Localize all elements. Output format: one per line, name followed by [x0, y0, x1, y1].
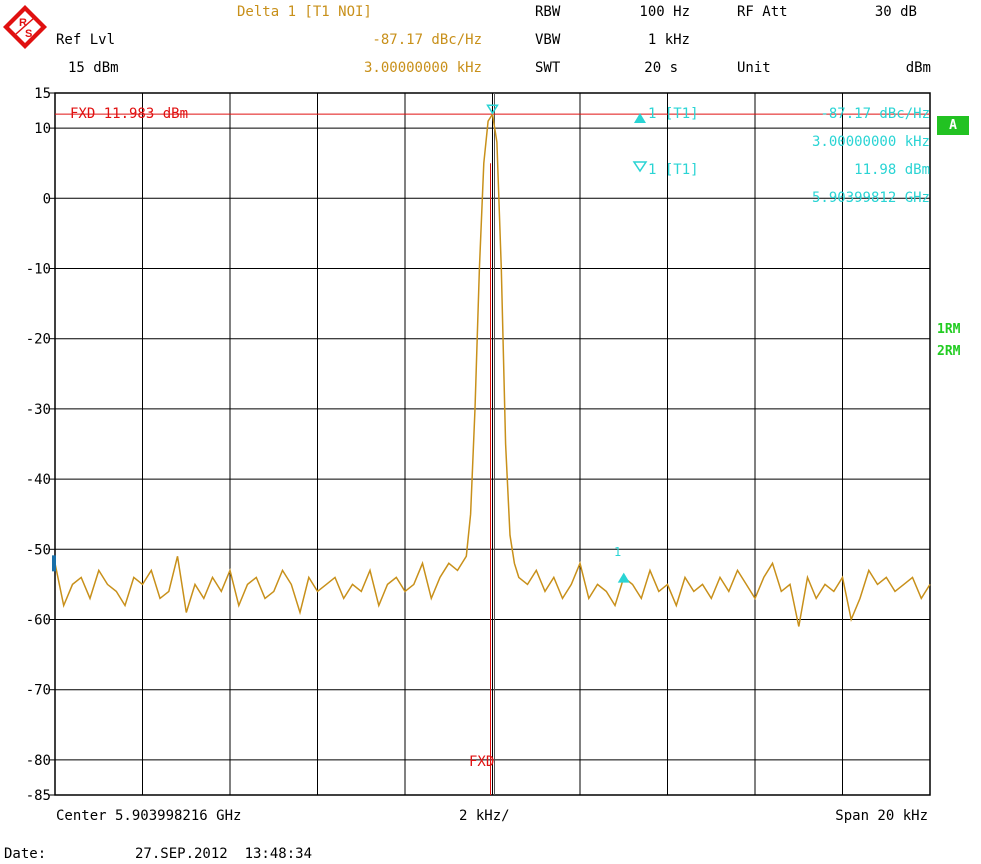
- plot-marker-label: 1: [614, 545, 622, 559]
- fxd-line-label: FXD 11.983 dBm: [70, 106, 189, 122]
- y-tick-label: -70: [26, 683, 51, 699]
- delta-marker-icon: [617, 572, 630, 583]
- swt-label: SWT: [535, 60, 561, 76]
- svg-text:S: S: [25, 28, 32, 40]
- marker2-value: 11.98 dBm: [854, 162, 930, 178]
- trace1-mode: 1RM: [937, 322, 961, 337]
- vbw-label: VBW: [535, 32, 561, 48]
- trace-a-badge: A: [937, 116, 969, 135]
- y-tick-label: -10: [26, 262, 51, 278]
- vbw-value: 1 kHz: [647, 32, 690, 48]
- date-label: Date:: [4, 846, 47, 862]
- peak-marker-legend-icon: [632, 161, 648, 173]
- y-tick-label: -30: [26, 402, 51, 418]
- ref-lvl-value: 15 dBm: [68, 60, 119, 76]
- trace2-mode: 2RM: [937, 344, 961, 359]
- y-tick-label: -85: [26, 788, 51, 804]
- y-tick-label: -20: [26, 332, 51, 348]
- swt-value: 20 s: [644, 60, 678, 76]
- delta-title: Delta 1 [T1 NOI]: [237, 4, 372, 20]
- marker1-value: -87.17 dBc/Hz: [820, 106, 930, 122]
- delta-freq: 3.00000000 kHz: [363, 60, 482, 76]
- rohde-schwarz-logo-icon: R S: [3, 5, 47, 49]
- peak-marker-icon: [486, 104, 499, 115]
- rbw-label: RBW: [535, 4, 561, 20]
- y-tick-label: 0: [43, 191, 51, 207]
- plot-grid: [54, 92, 931, 796]
- trace-start-indicator: [52, 555, 56, 572]
- y-tick-labels: 15 10 0 -10 -20 -30 -40 -50 -60 -70 -80 -85: [26, 86, 55, 804]
- y-tick-label: 15: [34, 86, 51, 102]
- fxd-bottom-label: FXD: [469, 754, 495, 770]
- y-tick-label: -40: [26, 472, 51, 488]
- y-tick-label: 10: [34, 121, 51, 137]
- marker1-freq: 3.00000000 kHz: [811, 134, 930, 150]
- svg-text:R: R: [19, 17, 27, 29]
- y-tick-label: -50: [26, 542, 51, 558]
- marker2-freq: 5.90399812 GHz: [811, 190, 930, 206]
- rf-att-label: RF Att: [737, 4, 788, 20]
- y-tick-label: -60: [26, 613, 51, 629]
- y-tick-label: -80: [26, 753, 51, 769]
- center-frequency: Center 5.903998216 GHz: [56, 808, 242, 824]
- delta-marker-legend-icon: [634, 113, 646, 123]
- unit-value: dBm: [905, 60, 931, 76]
- rbw-value: 100 Hz: [639, 4, 690, 20]
- unit-label: Unit: [737, 60, 771, 76]
- rf-att-value: 30 dB: [874, 4, 917, 20]
- span-per-division: 2 kHz/: [459, 808, 510, 824]
- date-value: 27.SEP.2012 13:48:34: [135, 846, 313, 862]
- delta-value: -87.17 dBc/Hz: [372, 32, 482, 48]
- plot-markers: [52, 104, 648, 583]
- marker2-label: 1 [T1]: [648, 162, 699, 178]
- ref-lvl-label: Ref Lvl: [56, 32, 116, 48]
- span-value: Span 20 kHz: [835, 808, 928, 824]
- marker1-label: 1 [T1]: [648, 106, 699, 122]
